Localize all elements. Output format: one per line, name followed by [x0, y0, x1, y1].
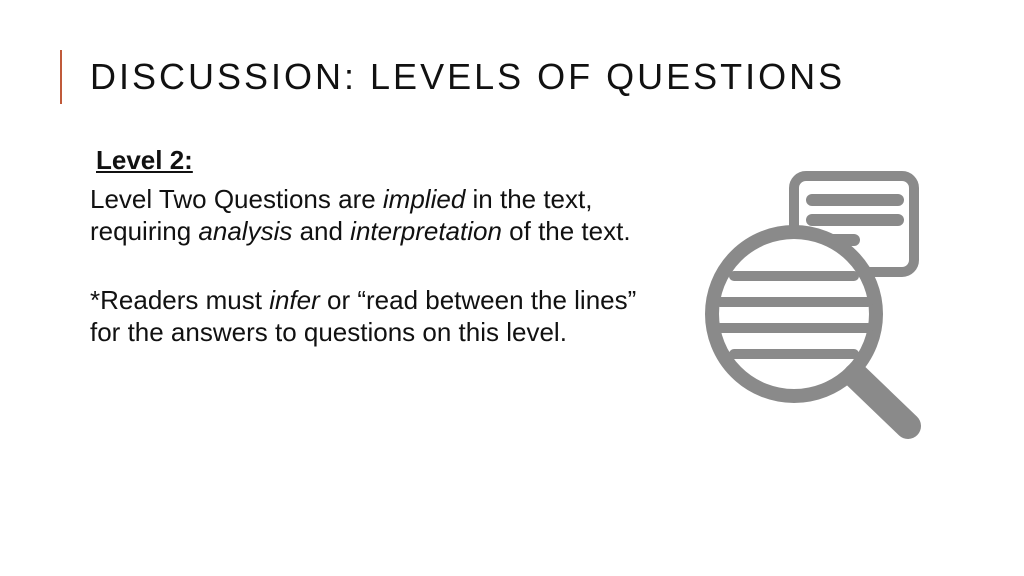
- accent-bar: [60, 50, 62, 104]
- level-label: Level 2:: [90, 144, 644, 177]
- slide-title: DISCUSSION: LEVELS OF QUESTIONS: [90, 50, 845, 104]
- body: Level 2: Level Two Questions are implied…: [60, 144, 964, 444]
- text-column: Level 2: Level Two Questions are implied…: [60, 144, 654, 385]
- paragraph-2: *Readers must infer or “read between the…: [90, 284, 644, 349]
- p1-post: of the text.: [502, 216, 631, 246]
- p1-mid2: and: [292, 216, 350, 246]
- paragraph-1: Level Two Questions are implied in the t…: [90, 183, 644, 248]
- p1-em3: interpretation: [350, 216, 502, 246]
- p2-pre: *Readers must: [90, 285, 269, 315]
- title-area: DISCUSSION: LEVELS OF QUESTIONS: [60, 50, 964, 104]
- slide: DISCUSSION: LEVELS OF QUESTIONS Level 2:…: [0, 0, 1024, 576]
- p1-text: Level Two Questions are: [90, 184, 383, 214]
- p2-em1: infer: [269, 285, 320, 315]
- illustration: [664, 144, 964, 444]
- p1-em1: implied: [383, 184, 465, 214]
- magnifier-document-icon: [684, 164, 944, 444]
- p1-em2: analysis: [198, 216, 292, 246]
